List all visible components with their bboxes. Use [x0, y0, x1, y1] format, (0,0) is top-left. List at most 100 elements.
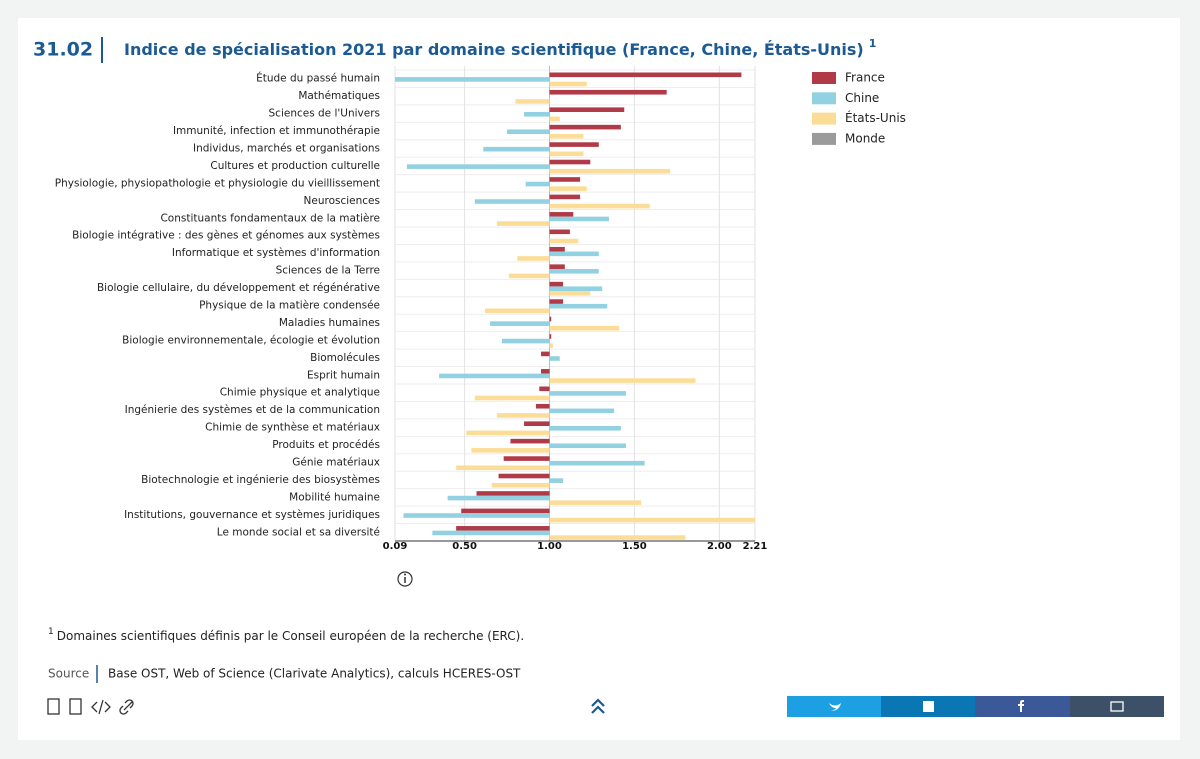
- bar: [474, 199, 550, 204]
- title-note: 1: [869, 37, 877, 50]
- bar: [541, 351, 550, 357]
- category-label: Chimie physique et analytique: [220, 387, 380, 399]
- x-tick-label: 2.00: [707, 541, 732, 552]
- bar: [549, 343, 553, 348]
- bar: [471, 448, 550, 453]
- bar: [496, 413, 550, 418]
- bar: [507, 129, 550, 135]
- bar: [549, 408, 615, 414]
- bar: [549, 89, 667, 95]
- category-label: Sciences de la Terre: [276, 265, 380, 277]
- bar: [549, 177, 581, 182]
- bar: [432, 530, 550, 536]
- bar: [549, 212, 574, 217]
- legend-label: Monde: [845, 131, 885, 145]
- bar: [447, 495, 550, 501]
- category-label: Institutions, gouvernance et systèmes ju…: [124, 509, 380, 521]
- bar: [549, 268, 599, 274]
- category-label: Mathématiques: [298, 90, 380, 102]
- legend-label: États-Unis: [845, 110, 906, 125]
- bar: [549, 194, 581, 200]
- bar: [395, 77, 550, 82]
- x-tick-label: 0.09: [383, 541, 408, 552]
- plot: 0.09 0.50 1.00 1.50 2.00 2.21 Étude du passé h…: [55, 66, 906, 552]
- bar: [549, 124, 621, 130]
- bar: [549, 334, 552, 339]
- bar: [549, 81, 587, 87]
- bar: [539, 386, 550, 392]
- twitter-icon: [829, 703, 841, 711]
- bar: [456, 465, 550, 471]
- info-icon[interactable]: [397, 571, 413, 587]
- footnote-marker: 1: [48, 627, 54, 637]
- bar: [549, 356, 560, 361]
- bar: [541, 369, 550, 374]
- share-bar: [787, 696, 1164, 717]
- x-tick-label: 0.50: [452, 541, 477, 552]
- bar: [549, 159, 591, 165]
- category-label: Produits et procédés: [272, 439, 380, 451]
- legend-swatch: [812, 132, 836, 145]
- category-label: Sciences de l'Univers: [269, 108, 381, 120]
- facebook-button[interactable]: [975, 696, 1070, 717]
- bar: [456, 526, 550, 531]
- bar: [549, 500, 642, 505]
- bar: [549, 443, 626, 449]
- bar: [403, 513, 550, 518]
- legend-swatch: [812, 72, 836, 84]
- bar: [549, 378, 696, 383]
- excel-icon[interactable]: [47, 698, 60, 715]
- scroll-top[interactable]: [591, 698, 605, 714]
- footnote: 1 Domaines scientifiques définis par le C…: [48, 627, 524, 643]
- bar: [490, 321, 550, 326]
- bar: [549, 168, 671, 174]
- category-label: Biologie cellulaire, du développement et…: [97, 282, 380, 294]
- doc-icon[interactable]: [69, 698, 82, 715]
- bar: [498, 473, 550, 479]
- bar: [549, 107, 625, 112]
- category-label: Immunité, infection et immunothérapie: [173, 125, 380, 137]
- category-label: Cultures et production culturelle: [210, 160, 380, 172]
- category-label: Biologie intégrative : des gènes et géno…: [72, 230, 380, 242]
- facebook-icon: [1018, 700, 1024, 712]
- bar: [549, 238, 579, 244]
- legend-swatch: [812, 112, 836, 125]
- mail-button[interactable]: [1070, 696, 1164, 717]
- bar: [461, 508, 550, 514]
- bar: [517, 256, 550, 261]
- figure-number: 31.02: [33, 39, 93, 61]
- bar: [549, 116, 560, 122]
- bar: [549, 325, 620, 331]
- category-label: Mobilité humaine: [289, 491, 380, 503]
- bar: [549, 246, 565, 252]
- category-label: Esprit humain: [307, 369, 380, 381]
- bar: [501, 338, 550, 344]
- bar: [549, 251, 599, 257]
- bar: [483, 146, 550, 152]
- bar: [549, 391, 626, 396]
- category-label: Génie matériaux: [292, 457, 380, 469]
- embed-icon[interactable]: [91, 699, 111, 715]
- bar: [510, 438, 550, 444]
- category-label: Ingénierie des systèmes et de la communi…: [125, 404, 380, 416]
- source-label: Source: [48, 667, 89, 681]
- category-label: Chimie de synthèse et matériaux: [205, 422, 380, 434]
- bar: [549, 281, 564, 287]
- bar: [549, 478, 564, 483]
- bar: [474, 395, 550, 401]
- bar: [549, 517, 755, 523]
- bar: [549, 142, 599, 147]
- category-label: Biologie environnementale, écologie et é…: [122, 334, 380, 346]
- link-icon[interactable]: [119, 699, 134, 715]
- footnote-text: Domaines scientifiques définis par le Co…: [57, 629, 524, 643]
- bar: [503, 456, 550, 461]
- x-tick-label: 1.00: [537, 541, 562, 552]
- bar: [524, 421, 550, 426]
- bar: [508, 273, 550, 279]
- bar: [549, 151, 584, 157]
- bar: [549, 303, 608, 309]
- bar: [515, 99, 550, 104]
- bar: [466, 430, 550, 436]
